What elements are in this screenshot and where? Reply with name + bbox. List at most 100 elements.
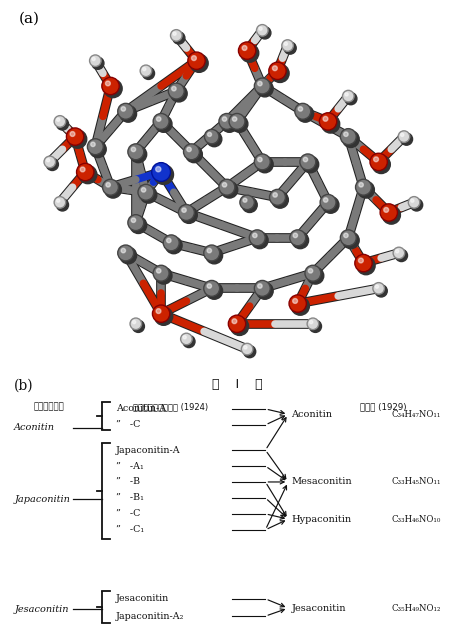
- Text: Japaconitin-A: Japaconitin-A: [116, 445, 181, 454]
- Circle shape: [186, 146, 202, 163]
- Circle shape: [87, 139, 103, 155]
- Circle shape: [249, 230, 265, 246]
- Text: Mesaconitin: Mesaconitin: [292, 477, 352, 486]
- Circle shape: [181, 207, 197, 223]
- Circle shape: [230, 317, 249, 335]
- Circle shape: [401, 133, 404, 136]
- Circle shape: [323, 116, 328, 121]
- Circle shape: [173, 32, 185, 44]
- Circle shape: [375, 285, 379, 288]
- Circle shape: [375, 285, 387, 297]
- Circle shape: [46, 159, 50, 162]
- Circle shape: [303, 157, 308, 162]
- Circle shape: [253, 233, 257, 237]
- Circle shape: [155, 268, 172, 284]
- Circle shape: [408, 196, 420, 208]
- Circle shape: [373, 283, 384, 294]
- Circle shape: [302, 156, 319, 173]
- Circle shape: [143, 67, 146, 70]
- Circle shape: [322, 196, 339, 213]
- Circle shape: [232, 117, 237, 121]
- Circle shape: [255, 154, 270, 170]
- Circle shape: [104, 79, 122, 98]
- Circle shape: [256, 80, 273, 97]
- Circle shape: [156, 117, 161, 121]
- Circle shape: [130, 318, 142, 330]
- Text: (a): (a): [18, 12, 39, 25]
- Circle shape: [228, 315, 246, 332]
- Circle shape: [256, 24, 268, 36]
- Circle shape: [289, 295, 306, 312]
- Circle shape: [221, 116, 238, 132]
- Circle shape: [244, 346, 255, 358]
- Circle shape: [131, 218, 136, 223]
- Circle shape: [359, 182, 364, 187]
- Text: 従来の研究者: 従来の研究者: [33, 403, 64, 412]
- Text: C₃₃H₄₅NO₁₁: C₃₃H₄₅NO₁₁: [391, 477, 440, 486]
- Circle shape: [90, 141, 106, 157]
- Circle shape: [295, 103, 311, 119]
- Circle shape: [191, 56, 196, 61]
- Text: ”   -B: ” -B: [116, 477, 140, 486]
- Circle shape: [343, 90, 354, 102]
- Circle shape: [284, 42, 287, 45]
- Text: 著者等 (1929): 著者等 (1929): [360, 403, 407, 412]
- Circle shape: [154, 164, 173, 184]
- Circle shape: [259, 27, 262, 30]
- Circle shape: [269, 62, 286, 79]
- Text: Aconitin: Aconitin: [14, 423, 55, 432]
- Circle shape: [395, 250, 399, 253]
- Circle shape: [130, 146, 146, 163]
- Circle shape: [344, 132, 348, 136]
- Circle shape: [183, 144, 200, 160]
- Circle shape: [410, 199, 423, 211]
- Circle shape: [256, 283, 273, 300]
- Circle shape: [298, 107, 302, 111]
- Circle shape: [238, 42, 256, 60]
- Circle shape: [384, 207, 389, 212]
- Circle shape: [398, 131, 410, 142]
- Circle shape: [293, 233, 298, 237]
- Circle shape: [297, 106, 314, 122]
- Circle shape: [372, 156, 390, 173]
- Circle shape: [242, 45, 247, 51]
- Circle shape: [182, 208, 186, 212]
- Text: 第    I    表: 第 I 表: [212, 378, 262, 392]
- Circle shape: [358, 258, 363, 263]
- Circle shape: [132, 321, 136, 324]
- Circle shape: [105, 181, 121, 198]
- Circle shape: [44, 156, 55, 168]
- Circle shape: [190, 54, 208, 72]
- Circle shape: [395, 250, 408, 262]
- Circle shape: [102, 179, 118, 195]
- Circle shape: [374, 157, 379, 162]
- Circle shape: [240, 44, 259, 62]
- Circle shape: [206, 283, 223, 300]
- Circle shape: [343, 232, 359, 249]
- Circle shape: [90, 55, 101, 67]
- Circle shape: [221, 181, 238, 198]
- Circle shape: [69, 130, 87, 148]
- Circle shape: [272, 191, 288, 208]
- Circle shape: [130, 217, 146, 234]
- Circle shape: [173, 32, 176, 35]
- Circle shape: [153, 305, 170, 323]
- Circle shape: [273, 66, 277, 70]
- Circle shape: [319, 113, 337, 130]
- Circle shape: [120, 106, 137, 122]
- Circle shape: [187, 147, 191, 152]
- Circle shape: [141, 188, 146, 192]
- Circle shape: [242, 197, 257, 212]
- Circle shape: [258, 284, 262, 288]
- Circle shape: [102, 77, 119, 95]
- Circle shape: [79, 166, 97, 184]
- Circle shape: [282, 40, 293, 51]
- Circle shape: [343, 131, 359, 147]
- Text: C₃₄H₄₇NO₁₁: C₃₄H₄₇NO₁₁: [391, 410, 440, 419]
- Circle shape: [56, 199, 60, 202]
- Circle shape: [355, 255, 372, 272]
- Text: Japaconitin-A₂: Japaconitin-A₂: [116, 612, 184, 621]
- Circle shape: [140, 65, 152, 77]
- Circle shape: [66, 128, 84, 145]
- Circle shape: [380, 204, 398, 221]
